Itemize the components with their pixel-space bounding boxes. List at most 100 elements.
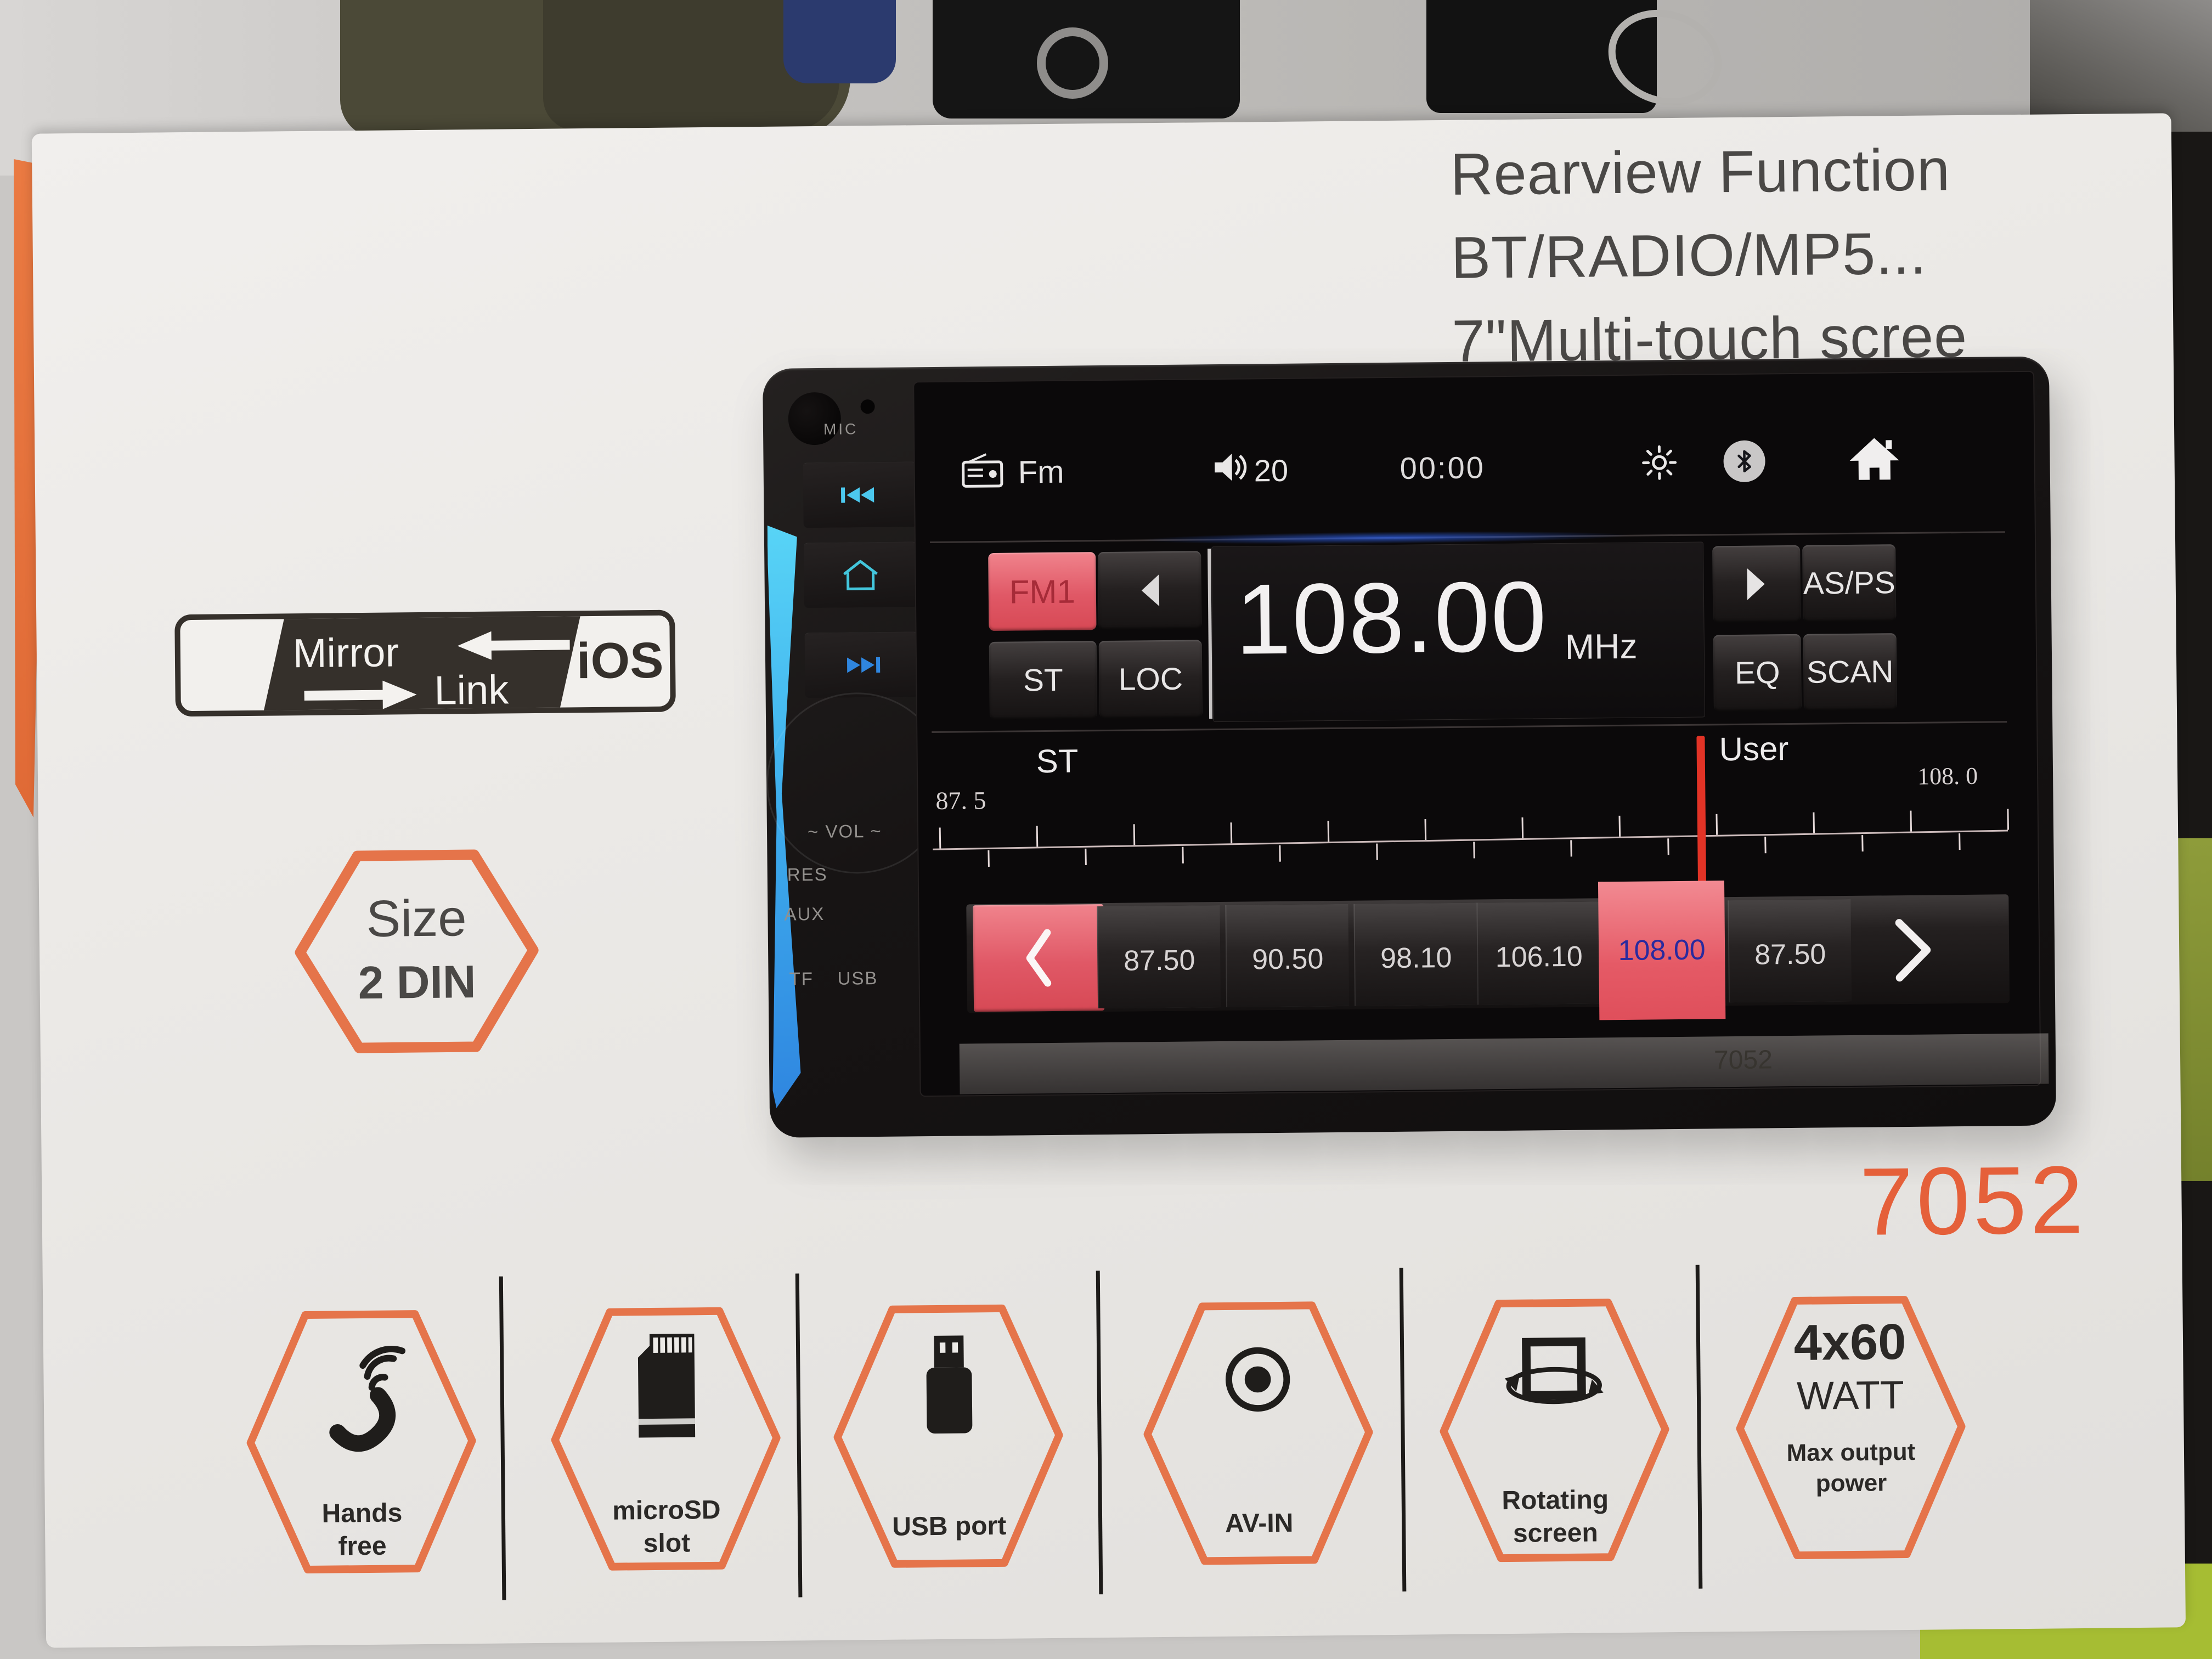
- feature-label: Hands: [321, 1498, 403, 1528]
- size-badge-value: 2 DIN: [358, 956, 476, 1009]
- scale-tick: [1521, 817, 1524, 838]
- feature-label: power: [1815, 1469, 1887, 1497]
- scale-tick: [2007, 809, 2010, 830]
- usb-slot-label: USB: [837, 968, 878, 989]
- preset-value: 87.50: [1754, 938, 1826, 971]
- volume-label: VOL: [808, 821, 882, 842]
- reset-label: RES: [787, 864, 828, 885]
- headline-line1: Rearview Function: [1449, 136, 1951, 207]
- ios-label: iOS: [576, 632, 664, 690]
- asps-label: AS/PS: [1803, 565, 1896, 601]
- scan-label: SCAN: [1806, 654, 1894, 690]
- feature-label: WATT: [1796, 1373, 1905, 1418]
- preset-value: 90.50: [1251, 943, 1324, 976]
- tune-up-button[interactable]: [1712, 545, 1801, 623]
- home-status-icon[interactable]: [1848, 436, 1900, 481]
- preset-button-6[interactable]: 87.50: [1728, 899, 1852, 1003]
- scale-tick: [1570, 840, 1572, 857]
- scale-tick: [1230, 822, 1233, 844]
- feature-label: slot: [643, 1528, 691, 1559]
- home-button[interactable]: [803, 541, 918, 608]
- preset-button-2[interactable]: 90.50: [1225, 904, 1350, 1007]
- rotating-screen-icon: [1504, 1337, 1604, 1404]
- preset-button-4[interactable]: 106.10: [1476, 901, 1601, 1005]
- preset-value: 106.10: [1495, 940, 1583, 974]
- scale-stereo-label: ST: [1036, 742, 1079, 780]
- size-badge-title: Size: [366, 889, 467, 947]
- scale-tick: [1036, 826, 1039, 847]
- frequency-scale[interactable]: [932, 777, 2010, 906]
- hexagon-usb: [833, 1304, 1063, 1568]
- hexagon-microsd: [551, 1307, 781, 1571]
- scale-tick: [1959, 833, 1961, 850]
- preset-value: 108.00: [1618, 934, 1706, 967]
- model-number: 7052: [1859, 1146, 2087, 1256]
- preset-button-5-active[interactable]: 108.00: [1598, 881, 1726, 1020]
- scale-tick: [1424, 819, 1427, 840]
- scale-tick: [1085, 848, 1087, 865]
- headline-line2: BT/RADIO/MP5...: [1451, 219, 1927, 291]
- mirrorlink-badge: Mirror Link iOS: [174, 610, 676, 717]
- tuning-indicator[interactable]: [1696, 736, 1707, 888]
- next-track-button[interactable]: [804, 631, 918, 698]
- scale-tick: [939, 827, 941, 849]
- band-label: FM1: [1009, 573, 1076, 611]
- tune-down-button[interactable]: [1098, 551, 1202, 630]
- frequency-value: 108.00: [1235, 560, 1548, 675]
- tf-slot-label: TF: [789, 968, 814, 989]
- hexagon-hands-free: [246, 1310, 476, 1574]
- scan-button[interactable]: SCAN: [1803, 633, 1897, 711]
- scale-tick: [1618, 815, 1621, 837]
- mic-label: MIC: [823, 420, 859, 438]
- feature-label: Rotating: [1502, 1485, 1609, 1516]
- microsd-icon: [637, 1333, 696, 1438]
- stereo-label: ST: [1023, 662, 1064, 698]
- bluetooth-icon[interactable]: [1723, 440, 1765, 483]
- av-in-icon: [1225, 1347, 1290, 1412]
- scale-tick: [1473, 842, 1475, 859]
- volume-status-icon[interactable]: [1211, 448, 1249, 486]
- scale-tick: [1133, 824, 1136, 845]
- scale-tick: [1813, 812, 1815, 833]
- tune-down-icon: [1141, 574, 1160, 607]
- bezel-model-number: 7052: [1713, 1045, 1773, 1075]
- mirror-arrow-right-icon: [304, 680, 417, 709]
- background-blue-object: [783, 0, 896, 83]
- volume-value: 20: [1254, 453, 1289, 488]
- scale-tick: [1279, 845, 1281, 862]
- previous-track-button[interactable]: [803, 461, 917, 528]
- stereo-button[interactable]: ST: [989, 641, 1098, 720]
- scale-tick: [1376, 843, 1378, 860]
- hexagon-power: [1736, 1296, 1966, 1559]
- feature-label: USB port: [891, 1511, 1007, 1542]
- preset-page-next-button[interactable]: [1893, 917, 1935, 984]
- preset-button-1[interactable]: 87.50: [1097, 905, 1221, 1009]
- usb-icon: [926, 1335, 973, 1434]
- chevron-left-icon: [1026, 929, 1052, 987]
- local-button[interactable]: LOC: [1098, 640, 1203, 719]
- scale-tick: [1327, 821, 1330, 842]
- asps-button[interactable]: AS/PS: [1802, 544, 1897, 622]
- local-label: LOC: [1118, 661, 1183, 697]
- preset-button-3[interactable]: 98.10: [1353, 902, 1478, 1006]
- size-badge-hexagon: [295, 849, 539, 1053]
- hexagon-av-in: [1143, 1301, 1373, 1565]
- brightness-icon[interactable]: [1640, 443, 1679, 482]
- band-button[interactable]: FM1: [988, 552, 1097, 631]
- scale-tick: [1182, 847, 1184, 864]
- headline: Rearview Function BT/RADIO/MP5... 7"Mult…: [1450, 126, 2121, 383]
- preset-page-prev-button[interactable]: [973, 904, 1105, 1012]
- feature-label: Max output: [1786, 1438, 1916, 1467]
- scale-tick: [1716, 814, 1718, 835]
- feature-label: screen: [1513, 1518, 1598, 1548]
- scale-tick: [988, 850, 990, 867]
- mirror-arrow-left-icon: [457, 631, 570, 660]
- source-label: Fm: [1018, 454, 1064, 490]
- background-dark-object-2: [1426, 0, 1657, 113]
- scale-tick: [1764, 837, 1767, 854]
- scale-tick: [1667, 838, 1669, 855]
- home-outline-icon: [843, 560, 878, 591]
- scale-user-label: User: [1719, 730, 1789, 768]
- bottom-bezel-bar: [959, 1033, 2049, 1094]
- eq-button[interactable]: EQ: [1713, 634, 1802, 712]
